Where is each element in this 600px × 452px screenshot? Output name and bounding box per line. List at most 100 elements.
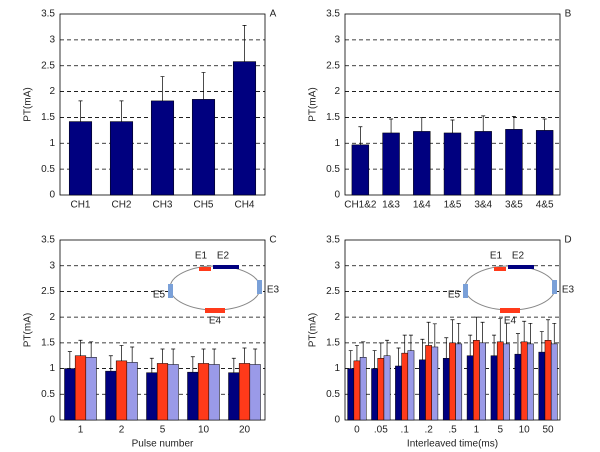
bar — [395, 365, 402, 421]
electrode — [199, 267, 211, 271]
y-tick-label: 3.5 — [41, 235, 55, 246]
y-tick-label: 1 — [49, 138, 55, 149]
error-bar — [498, 318, 503, 342]
error-bar — [89, 341, 94, 358]
y-tick-label: 1.5 — [41, 112, 55, 123]
error-bar — [420, 338, 425, 360]
y-axis-label: PT(mA) — [23, 87, 34, 121]
bar — [359, 357, 367, 421]
electrode — [463, 284, 468, 298]
y-tick-label: 1.5 — [326, 337, 340, 348]
y-tick-label: 2.5 — [326, 286, 340, 297]
error-bar — [253, 348, 258, 365]
bar — [544, 340, 552, 421]
x-tick-label: CH1 — [70, 200, 90, 211]
x-tick-label: CH3 — [152, 200, 172, 211]
x-tick-label: 1 — [78, 425, 84, 436]
panel-label: A — [270, 9, 277, 20]
x-tick-label: .05 — [374, 425, 388, 436]
y-tick-label: 0 — [49, 190, 55, 201]
bar — [425, 345, 432, 421]
error-bar — [408, 334, 413, 351]
bar — [146, 372, 158, 421]
bar — [419, 359, 426, 421]
electrode-label: E4 — [504, 316, 517, 327]
bar — [105, 370, 117, 421]
y-tick-label: 2 — [49, 312, 55, 323]
error-bar — [468, 334, 473, 356]
error-bar — [419, 117, 424, 132]
bar — [503, 343, 510, 421]
electrode — [257, 280, 262, 294]
x-axis-label: Interleaved time(ms) — [407, 439, 498, 450]
error-bar — [242, 25, 247, 62]
x-tick-label: CH1&2 — [344, 200, 377, 211]
error-bar — [432, 323, 437, 347]
y-tick-label: 2.5 — [326, 60, 340, 71]
bar — [490, 355, 498, 421]
error-bar — [201, 348, 206, 364]
electrode-label: E1 — [195, 251, 208, 262]
bar — [126, 362, 138, 421]
y-tick-label: 1 — [49, 363, 55, 374]
bar — [442, 358, 450, 421]
bar — [505, 129, 523, 196]
bar — [383, 355, 391, 421]
bar — [68, 121, 93, 196]
bar — [377, 358, 385, 421]
y-tick-label: 0 — [334, 190, 340, 201]
y-tick-label: 0.5 — [41, 164, 55, 175]
bar — [496, 341, 504, 421]
x-tick-label: 20 — [239, 425, 251, 436]
error-bar — [389, 118, 394, 133]
y-tick-label: 0 — [334, 415, 340, 426]
error-bar — [231, 357, 236, 373]
bar — [238, 363, 251, 421]
x-tick-label: 10 — [198, 425, 210, 436]
x-tick-label: 1&5 — [444, 200, 462, 211]
bar — [431, 346, 439, 421]
y-tick-label: 0.5 — [326, 389, 340, 400]
y-tick-label: 1.5 — [326, 112, 340, 123]
y-tick-label: 3.5 — [326, 9, 340, 20]
electrode-label: E3 — [267, 285, 280, 296]
error-bar — [492, 334, 497, 356]
panel-label: B — [565, 9, 572, 20]
x-tick-label: CH2 — [111, 200, 131, 211]
electrode-ring — [464, 265, 556, 311]
bar — [351, 144, 370, 196]
error-bar — [402, 334, 407, 354]
x-tick-label: 1 — [474, 425, 480, 436]
panel-label: D — [564, 235, 571, 246]
x-tick-label: CH4 — [234, 200, 254, 211]
error-bar — [504, 322, 509, 344]
electrode — [205, 308, 225, 313]
x-tick-label: 0 — [354, 425, 360, 436]
electrode — [494, 267, 506, 271]
error-bar — [354, 345, 359, 361]
error-bar — [444, 337, 449, 359]
bar — [401, 352, 409, 421]
bar — [74, 355, 87, 421]
electrode-label: E1 — [490, 251, 503, 262]
error-bar — [78, 100, 83, 122]
error-bar — [396, 347, 401, 366]
electrode-label: E5 — [448, 290, 461, 301]
bar — [514, 353, 522, 421]
error-bar — [149, 357, 154, 373]
error-bar — [67, 351, 72, 369]
y-tick-label: 3.5 — [326, 235, 340, 246]
bar — [156, 363, 169, 421]
bar — [520, 341, 528, 421]
bar — [115, 360, 128, 421]
y-tick-label: 0.5 — [41, 389, 55, 400]
y-tick-label: 2 — [49, 86, 55, 97]
x-tick-label: 5 — [160, 425, 166, 436]
y-tick-label: 3 — [49, 260, 55, 271]
x-tick-label: 1&3 — [382, 200, 400, 211]
bar — [197, 363, 210, 421]
bar — [232, 61, 257, 196]
bar — [474, 131, 492, 196]
error-bar — [361, 341, 366, 358]
